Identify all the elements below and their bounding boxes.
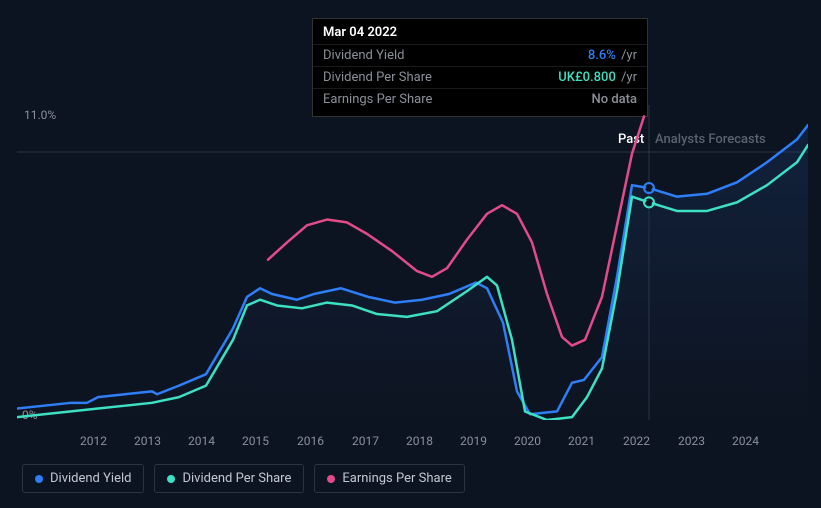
tooltip-row-value: UK£0.800 /yr (558, 70, 637, 85)
x-axis-tick: 2017 (352, 434, 379, 448)
series-marker-inner (646, 199, 652, 205)
x-axis-tick: 2018 (406, 434, 433, 448)
legend-label: Dividend Per Share (182, 471, 291, 486)
legend-item[interactable]: Dividend Yield (22, 464, 144, 493)
series-marker-inner (646, 185, 652, 191)
chart-plot-area[interactable] (17, 105, 808, 420)
tooltip-row-label: Dividend Yield (323, 48, 404, 63)
x-axis-tick: 2021 (568, 434, 595, 448)
legend-item[interactable]: Earnings Per Share (314, 464, 464, 493)
tooltip-date: Mar 04 2022 (313, 25, 647, 44)
chart-legend: Dividend Yield Dividend Per Share Earnings… (22, 464, 465, 493)
x-axis-tick: 2019 (460, 434, 487, 448)
legend-swatch (167, 475, 175, 483)
tooltip-row-value: 8.6% /yr (588, 48, 637, 63)
tooltip-row: Dividend Per Share UK£0.800 /yr (313, 66, 647, 88)
x-axis-tick: 2022 (623, 434, 650, 448)
tooltip-row: Dividend Yield 8.6% /yr (313, 44, 647, 66)
x-axis-tick: 2024 (732, 434, 759, 448)
legend-label: Dividend Yield (50, 471, 131, 486)
x-axis-tick: 2013 (134, 434, 161, 448)
x-axis-tick: 2020 (514, 434, 541, 448)
x-axis-tick: 2012 (80, 434, 107, 448)
legend-swatch (327, 475, 335, 483)
x-axis-tick: 2015 (242, 434, 269, 448)
x-axis-tick: 2016 (297, 434, 324, 448)
dividend-yield-fill (17, 125, 808, 420)
tooltip-row-label: Dividend Per Share (323, 70, 432, 85)
chart-tooltip: Mar 04 2022 Dividend Yield8.6% /yrDivide… (312, 18, 648, 117)
legend-swatch (35, 475, 43, 483)
dividend-chart: { "tooltip": { "x": 312, "y": 18, "width… (0, 0, 821, 508)
x-axis-tick: 2014 (188, 434, 215, 448)
legend-item[interactable]: Dividend Per Share (154, 464, 304, 493)
x-axis-tick: 2023 (678, 434, 705, 448)
legend-label: Earnings Per Share (342, 471, 451, 486)
